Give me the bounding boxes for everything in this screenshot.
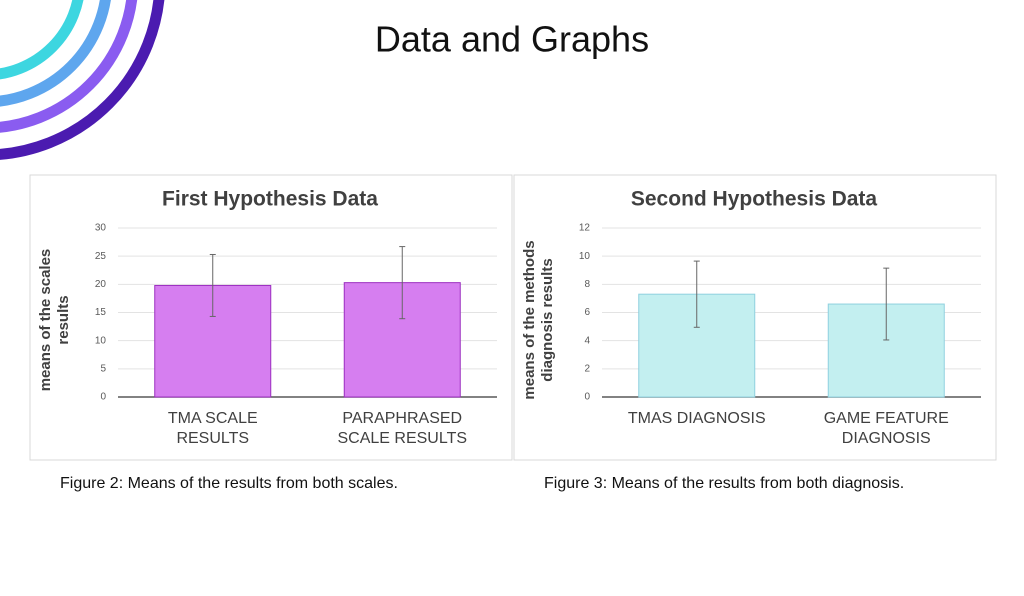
y-tick-label: 0 xyxy=(584,392,590,403)
y-axis-label: means of the scales results xyxy=(37,248,72,392)
y-tick-label: 12 xyxy=(579,223,591,234)
chart-title: First Hypothesis Data xyxy=(162,188,378,211)
y-tick-label: 8 xyxy=(584,279,590,290)
y-axis-label: means of the methods diagnosis results xyxy=(521,240,556,400)
y-tick-label: 15 xyxy=(95,307,107,318)
slide-title: Data and Graphs xyxy=(375,19,649,60)
y-tick-label: 5 xyxy=(100,363,106,374)
figure-caption: Figure 2: Means of the results from both… xyxy=(60,475,398,492)
bar xyxy=(343,282,461,398)
x-tick-label: TMAS DIAGNOSIS xyxy=(627,410,766,427)
y-tick-label: 0 xyxy=(100,392,106,403)
y-tick-label: 6 xyxy=(584,307,590,318)
y-tick-label: 25 xyxy=(95,251,107,262)
chart-title: Second Hypothesis Data xyxy=(631,188,878,211)
y-tick-label: 30 xyxy=(95,223,107,234)
x-tick-label: GAME FEATURE DIAGNOSIS xyxy=(823,410,949,447)
y-tick-label: 4 xyxy=(584,335,590,346)
x-tick-label: TMA SCALE RESULTS xyxy=(167,410,258,447)
figure-caption: Figure 3: Means of the results from both… xyxy=(544,475,905,492)
y-tick-label: 10 xyxy=(579,251,591,262)
x-tick-label: PARAPHRASED SCALE RESULTS xyxy=(337,410,468,447)
y-tick-label: 2 xyxy=(584,363,590,374)
y-tick-label: 20 xyxy=(95,279,107,290)
y-tick-label: 10 xyxy=(95,335,107,346)
decoration xyxy=(0,0,165,160)
